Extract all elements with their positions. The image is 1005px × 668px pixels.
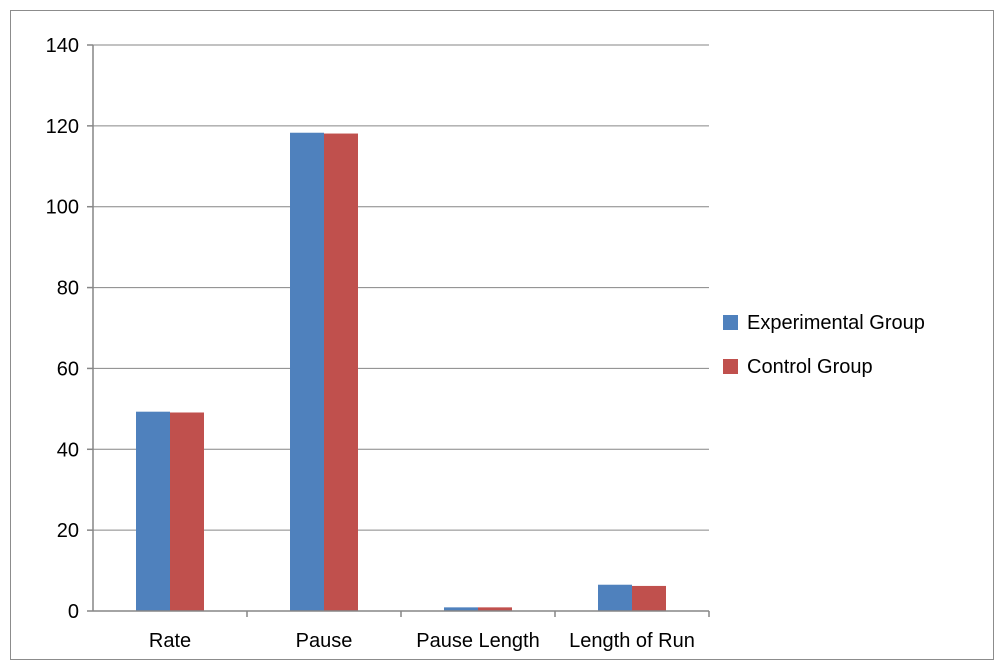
y-tick-label: 40 bbox=[57, 439, 79, 461]
y-tick-label: 60 bbox=[57, 358, 79, 380]
legend: Experimental Group Control Group bbox=[723, 312, 925, 378]
bar-chart: 0 20 40 60 80 100 120 140 Rate Pause Pause Length… bbox=[46, 35, 925, 652]
bar-experimental-rate bbox=[136, 411, 170, 611]
bar-experimental-pause bbox=[290, 132, 324, 611]
x-tick-label: Rate bbox=[149, 630, 191, 652]
x-tick-label: Pause Length bbox=[416, 630, 539, 652]
bar-experimental-pause-length bbox=[444, 607, 478, 611]
y-axis-ticks: 0 20 40 60 80 100 120 140 bbox=[46, 35, 79, 623]
bar-control-length-of-run bbox=[632, 585, 666, 611]
y-tick-label: 100 bbox=[46, 197, 79, 219]
legend-swatch-experimental bbox=[723, 315, 738, 330]
y-tick-label: 0 bbox=[68, 601, 79, 623]
bars bbox=[136, 132, 666, 611]
x-axis-ticks: Rate Pause Pause Length Length of Run bbox=[149, 630, 695, 652]
legend-swatch-control bbox=[723, 359, 738, 374]
legend-label-experimental: Experimental Group bbox=[747, 312, 925, 334]
axes bbox=[87, 44, 710, 617]
y-tick-label: 80 bbox=[57, 278, 79, 300]
bar-control-pause-length bbox=[478, 607, 512, 611]
bar-experimental-length-of-run bbox=[598, 584, 632, 611]
y-tick-label: 20 bbox=[57, 520, 79, 542]
x-tick-label: Length of Run bbox=[569, 630, 695, 652]
y-tick-label: 140 bbox=[46, 35, 79, 57]
x-tick-label: Pause bbox=[296, 630, 353, 652]
legend-label-control: Control Group bbox=[747, 356, 873, 378]
chart-frame: 0 20 40 60 80 100 120 140 Rate Pause Pause Length… bbox=[10, 10, 994, 660]
y-tick-label: 120 bbox=[46, 116, 79, 138]
bar-control-rate bbox=[170, 412, 204, 611]
bar-control-pause bbox=[324, 133, 358, 611]
